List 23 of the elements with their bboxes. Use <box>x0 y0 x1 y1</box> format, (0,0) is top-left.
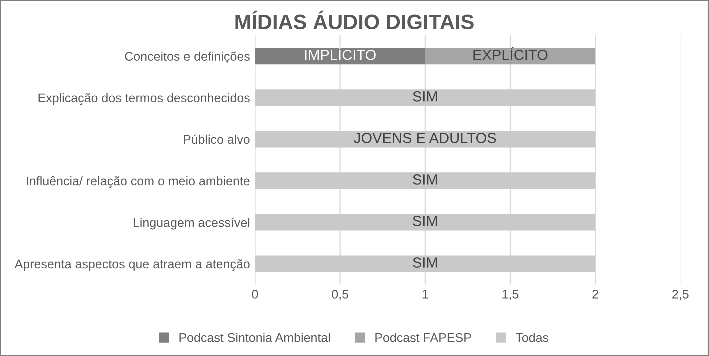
y-tick-label: Conceitos e definições <box>125 52 250 64</box>
data-label: SIM <box>413 174 438 185</box>
data-label: JOVENS E ADULTOS <box>354 133 496 144</box>
y-tick-label: Apresenta aspectos que atraem a atenção <box>14 260 250 272</box>
data-label: SIM <box>413 216 438 226</box>
x-tick-label: 0,5 <box>332 290 348 300</box>
legend-label: Podcast FAPESP <box>376 333 472 342</box>
data-label: SIM <box>413 91 438 102</box>
y-tick-label: Explicação dos termos desconhecidos <box>38 93 250 106</box>
y-tick-label: Público alvo <box>184 134 250 144</box>
x-tick-label: 1 <box>422 290 428 299</box>
data-label: IMPLÍCITO <box>305 47 376 60</box>
x-tick-label: 1,5 <box>502 290 519 300</box>
legend-label: Podcast Sintonia Ambiental <box>180 333 330 342</box>
y-tick-label: Influência/ relação com o meio ambiente <box>27 176 250 188</box>
legend-label: Todas <box>516 333 549 342</box>
x-tick-label: 2 <box>592 290 598 299</box>
data-label: SIM <box>413 258 438 268</box>
x-tick-label: 2,5 <box>672 290 689 300</box>
chart-title: MÍDIAS ÁUDIO DIGITAIS <box>236 10 474 30</box>
y-tick-label: Linguagem acessível <box>134 218 250 230</box>
data-label: EXPLÍCITO <box>474 47 548 60</box>
x-tick-label: 0 <box>252 290 258 299</box>
